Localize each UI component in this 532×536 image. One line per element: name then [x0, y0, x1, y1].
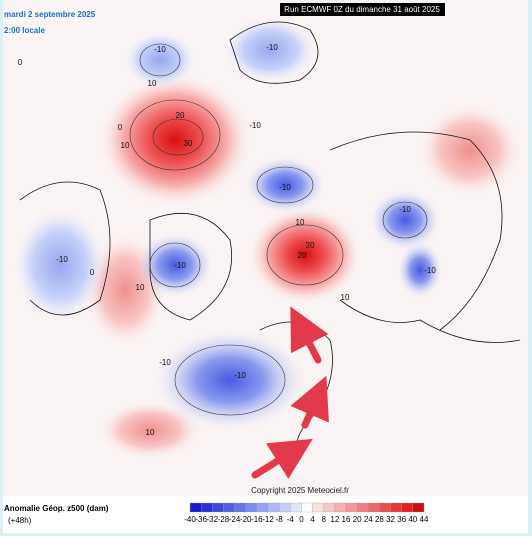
footer-title: Anomalie Géop. z500 (dam): [4, 504, 109, 513]
colorbar-swatch: [356, 502, 369, 513]
colorbar-swatch: [189, 502, 202, 513]
colorbar-label: -36: [195, 515, 207, 524]
colorbar-swatch: [278, 502, 291, 513]
arrows: [251, 306, 329, 479]
colorbar-swatch: [256, 502, 269, 513]
colorbar-swatch: [345, 502, 358, 513]
contour-label: 0: [18, 58, 23, 67]
colorbar-swatch: [212, 502, 224, 513]
colorbar-swatch: [223, 502, 235, 513]
colorbar-label: -16: [251, 515, 263, 524]
contour-label: 10: [136, 283, 145, 292]
colorbar-swatch: [368, 502, 380, 513]
contour-labels: -10102030-10100-10102020-10-10-10-101010…: [18, 43, 437, 437]
contour-label: -10: [154, 45, 166, 54]
colorbar-label: -12: [262, 515, 274, 524]
colorbar-swatch: [234, 502, 246, 513]
colorbar-swatch: [323, 502, 336, 513]
colorbar-label: -24: [229, 515, 241, 524]
contour-label: -10: [174, 261, 186, 270]
contour-label: -10: [279, 183, 291, 192]
colorbar-swatch: [412, 502, 425, 513]
colorbar-label: 32: [386, 515, 395, 524]
contour-label: 10: [121, 141, 130, 150]
colorbar-swatch: [379, 502, 391, 513]
contour-label: -10: [159, 358, 171, 367]
colorbar-swatch: [267, 502, 280, 513]
contour-label: 20: [176, 111, 185, 120]
colorbar-label: 4: [310, 515, 315, 524]
contour-label: -10: [424, 266, 436, 275]
colorbar-label: -40: [184, 515, 196, 524]
contour-label: -10: [249, 121, 261, 130]
contour-label: 10: [341, 293, 350, 302]
colorbar-label: 36: [397, 515, 406, 524]
date: mardi 2 septembre 2025: [4, 10, 96, 19]
colorbar-swatch: [390, 502, 402, 513]
colorbar-label: 44: [420, 515, 429, 524]
colorbar: -40 -36 -32 -28 -24 -20 -16 -12 -8 -4 0 4 8 12 16 20 24 2…: [184, 502, 429, 524]
run-label: Run ECMWF 0Z du dimanche 31 août 2025: [284, 5, 440, 14]
colorbar-swatch: [334, 502, 347, 513]
contour-label: -10: [266, 43, 278, 52]
colorbar-label: -4: [287, 515, 295, 524]
contour-label: 0: [90, 268, 95, 277]
footer: [3, 496, 528, 533]
contour-label: 10: [148, 79, 157, 88]
contour-label: 10: [146, 428, 155, 437]
colorbar-label: -20: [240, 515, 252, 524]
colorbar-label: 24: [364, 515, 373, 524]
colorbar-swatch: [245, 502, 258, 513]
run-box: [280, 3, 445, 16]
colorbar-label: 8: [321, 515, 326, 524]
colorbar-label: 12: [330, 515, 339, 524]
colorbar-swatch: [301, 502, 313, 513]
contour-label: 30: [184, 139, 193, 148]
contours: [129, 43, 428, 416]
contour-label: -10: [399, 205, 411, 214]
colorbar-label: 28: [375, 515, 384, 524]
colorbar-label: 16: [342, 515, 351, 524]
colorbar-label: 20: [353, 515, 362, 524]
anomaly-fields: [15, 18, 520, 458]
colorbar-label: -8: [276, 515, 284, 524]
contour-label: 10: [296, 218, 305, 227]
colorbar-label: 40: [408, 515, 417, 524]
contour-label: -10: [234, 371, 246, 380]
colorbar-swatch: [290, 502, 302, 513]
contour-label: 0: [118, 123, 123, 132]
copyright: Copyright 2025 Meteociel.fr: [251, 486, 349, 495]
colorbar-label: -28: [218, 515, 230, 524]
colorbar-label: 0: [299, 515, 304, 524]
colorbar-swatch: [312, 502, 324, 513]
time: 2:00 locale: [4, 26, 45, 35]
colorbar-label: -32: [207, 515, 219, 524]
lead-time: (+48h): [8, 516, 32, 525]
contour-label: 20: [298, 251, 307, 260]
colorbar-swatch: [401, 502, 414, 513]
contour-label: 20: [306, 241, 315, 250]
colorbar-swatch: [200, 502, 213, 513]
contour-label: -10: [56, 255, 68, 264]
